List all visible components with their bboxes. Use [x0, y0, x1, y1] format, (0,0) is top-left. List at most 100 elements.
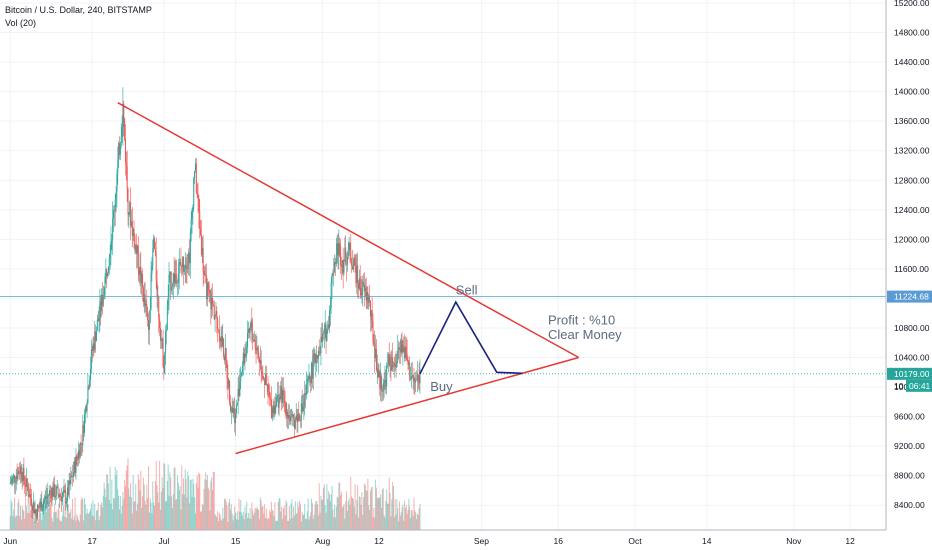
volume-bar	[105, 497, 107, 530]
candle	[340, 245, 342, 266]
candle	[297, 413, 299, 423]
volume-bar	[82, 499, 84, 530]
candle	[387, 354, 389, 366]
candle	[89, 379, 91, 388]
candle	[250, 321, 252, 329]
volume-bar	[192, 478, 194, 530]
candle	[411, 376, 413, 377]
volume-bar	[311, 503, 313, 530]
candle	[289, 420, 291, 422]
volume-bar	[357, 485, 359, 530]
candle	[19, 466, 21, 475]
volume-bar	[71, 518, 73, 530]
volume-bar	[361, 492, 363, 530]
candle	[101, 294, 103, 306]
volume-bar	[325, 512, 327, 530]
volume-bar	[328, 491, 330, 530]
volume-bar	[300, 521, 302, 530]
candle	[388, 354, 390, 357]
volume-bar	[19, 516, 21, 530]
volume-bar	[369, 510, 371, 530]
volume-bar	[190, 479, 192, 530]
volume-bar	[123, 498, 125, 530]
volume-bar	[64, 516, 66, 530]
candle	[333, 272, 335, 275]
candle	[20, 466, 22, 478]
candle	[346, 263, 348, 265]
volume-bar	[90, 503, 92, 530]
current-price-tag	[887, 367, 932, 380]
volume-bar	[225, 501, 227, 530]
candle	[160, 339, 162, 341]
candle	[275, 406, 277, 414]
candle	[144, 294, 146, 306]
volume-bar	[319, 512, 321, 530]
x-tick-label: 17	[87, 536, 97, 546]
candle	[338, 243, 340, 256]
candle	[211, 297, 213, 310]
volume-bar	[159, 460, 161, 530]
volume-bar	[212, 489, 214, 530]
volume-bar	[372, 517, 374, 530]
candle	[174, 274, 176, 283]
candle	[236, 402, 238, 406]
volume-bar	[340, 495, 342, 530]
volume-bar	[203, 488, 205, 530]
volume-bar	[213, 471, 215, 530]
candle	[222, 338, 224, 346]
candle	[253, 339, 255, 341]
volume-bar	[19, 505, 21, 530]
candle	[264, 373, 266, 386]
volume-bar	[357, 517, 359, 530]
candle	[193, 178, 195, 208]
volume-bar	[25, 497, 27, 530]
candle	[170, 271, 172, 291]
volume-bar	[142, 477, 144, 530]
volume-bar	[167, 464, 169, 530]
current-price-label: 10179.00	[894, 369, 930, 379]
volume-bar	[207, 487, 209, 530]
time-axis[interactable]	[0, 530, 932, 550]
candle	[55, 487, 57, 496]
candle	[257, 347, 259, 353]
volume-bar	[60, 521, 62, 530]
volume-bar	[44, 505, 46, 530]
candle	[162, 338, 164, 366]
triangle-upper-line[interactable]	[117, 102, 580, 359]
candle	[241, 372, 243, 377]
price-axis[interactable]	[886, 0, 932, 550]
candle	[364, 287, 366, 292]
candle	[223, 356, 225, 361]
candle	[399, 349, 401, 353]
volume-bar	[251, 502, 253, 530]
volume-bar	[261, 507, 263, 530]
candle	[150, 273, 152, 310]
candle	[299, 414, 301, 421]
volume-bar	[174, 467, 176, 530]
volume-bar	[138, 479, 140, 530]
volume-bar	[291, 499, 293, 530]
y-tick-label: 12400.00	[894, 205, 930, 215]
candle	[270, 398, 272, 400]
volume-bar	[199, 473, 201, 530]
volume-bar	[375, 487, 377, 530]
candle	[188, 252, 190, 263]
candle	[194, 171, 196, 179]
candle	[31, 498, 33, 507]
candle	[323, 333, 325, 335]
projection-path[interactable]	[419, 300, 523, 375]
volume-bar	[407, 509, 409, 530]
volume-bar	[169, 472, 171, 530]
candle	[131, 221, 133, 236]
candle	[335, 254, 337, 265]
volume-bar	[401, 507, 403, 530]
volume-bar	[222, 507, 224, 530]
x-tick-label: Nov	[786, 536, 802, 546]
volume-bar	[390, 516, 392, 530]
volume-bar	[287, 520, 289, 530]
candle	[398, 347, 400, 350]
volume-bar	[127, 458, 129, 530]
volume-bar	[83, 520, 85, 530]
volume-bar	[348, 498, 350, 530]
